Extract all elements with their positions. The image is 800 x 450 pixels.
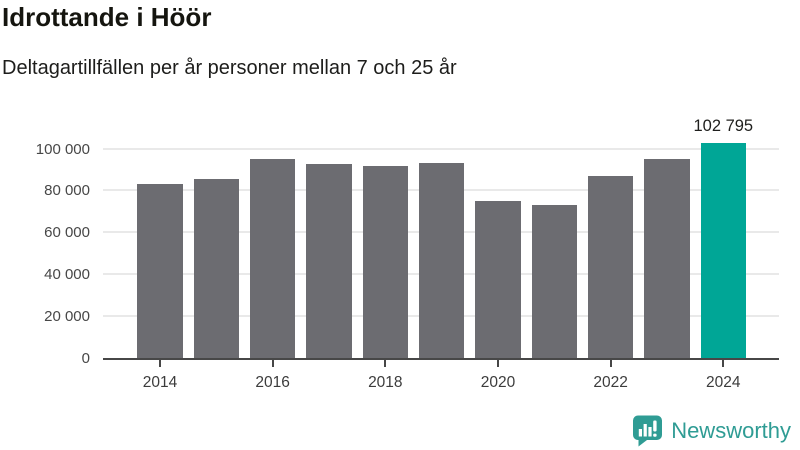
- x-axis-tick-2014: [159, 360, 161, 367]
- x-axis-line: [103, 358, 779, 360]
- plot-area: 0 20 000 40 000 60 000 80 000 100 000 102 795 2…: [36, 116, 779, 391]
- chart-subtitle: Deltagartillfällen per år personer mella…: [2, 57, 457, 79]
- x-axis-tick-2024: [722, 360, 725, 367]
- bar-2021: [531, 204, 578, 358]
- brand-footer: Newsworthy: [631, 414, 791, 447]
- bar-2015: [193, 178, 240, 358]
- x-axis-tick-label: 2022: [593, 374, 628, 391]
- gridline-100000: [103, 147, 779, 150]
- x-axis-tick-label: 2020: [480, 374, 516, 391]
- brand-name: Newsworthy: [671, 417, 791, 443]
- y-axis-tick-label: 80 000: [44, 182, 90, 200]
- page-title: Idrottande i Höör: [2, 2, 212, 32]
- y-axis-tick-label: 0: [81, 350, 90, 367]
- x-axis-tick-2016: [271, 360, 274, 367]
- bar-2018: [362, 166, 409, 358]
- y-axis-tick-label: 40 000: [44, 266, 90, 284]
- x-axis-tick-2022: [609, 360, 612, 367]
- newsworthy-logo-icon: [631, 414, 664, 447]
- x-axis-tick-label: 2024: [706, 374, 741, 391]
- bar-2023: [644, 159, 690, 358]
- bar-2020: [475, 201, 521, 358]
- x-axis-tick-2018: [384, 360, 387, 367]
- x-axis-tick-label: 2016: [255, 374, 290, 391]
- bar-2022: [587, 176, 634, 358]
- x-axis-tick-label: 2018: [368, 374, 403, 391]
- bar-2024: [700, 142, 747, 358]
- bar-2014: [137, 184, 183, 358]
- y-axis-tick-label: 20 000: [44, 308, 90, 326]
- highlight-value-label: 102 795: [693, 116, 754, 135]
- bar-2017: [306, 163, 352, 358]
- bar-2016: [249, 158, 296, 358]
- x-axis-tick-2020: [496, 360, 499, 367]
- y-axis-tick-label: 100 000: [35, 140, 90, 158]
- bar-2019: [418, 162, 465, 358]
- x-axis-tick-label: 2014: [142, 374, 178, 391]
- y-axis-tick-label: 60 000: [44, 224, 90, 242]
